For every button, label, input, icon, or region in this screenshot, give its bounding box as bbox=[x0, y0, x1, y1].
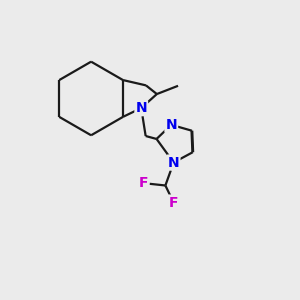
Text: F: F bbox=[139, 176, 148, 190]
Text: N: N bbox=[168, 155, 179, 170]
Text: F: F bbox=[169, 196, 178, 210]
Text: N: N bbox=[166, 118, 177, 132]
Text: N: N bbox=[135, 101, 147, 115]
